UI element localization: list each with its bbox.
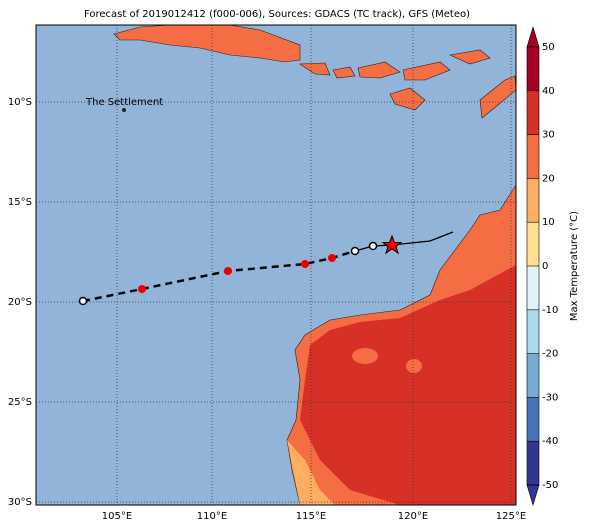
forecast-track: [82, 249, 356, 303]
colorbar-tick-label: 0: [542, 261, 548, 272]
lon-label: 125°E: [496, 511, 526, 522]
map: The Settlement: [35, 24, 517, 506]
land-islands: [299, 49, 517, 119]
colorbar-band: [527, 178, 539, 223]
colorbar-band: [527, 309, 539, 354]
colorbar-tick-label: 40: [542, 86, 555, 97]
colorbar: Max Temperature (°C) 50 40 30 20 10 0 -10 -20 -3…: [526, 25, 580, 507]
island-dot: [122, 108, 126, 112]
colorbar-band: [527, 266, 539, 310]
lon-label: 110°E: [197, 511, 227, 522]
cyclone-symbols: [78, 241, 378, 306]
lat-label: 25°S: [8, 397, 32, 408]
colorbar-tick-label: -40: [542, 436, 558, 447]
cool-patch: [406, 359, 422, 373]
lat-label: 15°S: [8, 197, 32, 208]
colorbar-label: Max Temperature (°C): [569, 211, 580, 321]
lat-label: 30°S: [8, 497, 32, 508]
current-position: [381, 234, 403, 255]
colorbar-band: [527, 397, 539, 442]
colorbar-band: [527, 441, 539, 485]
colorbar-tick-label: -10: [542, 305, 558, 316]
colorbar-tick-label: -30: [542, 392, 558, 403]
lon-label: 115°E: [296, 511, 326, 522]
colorbar-tick-label: 30: [542, 130, 555, 141]
grid: [36, 25, 516, 505]
hot-region: [300, 265, 516, 505]
colorbar-tick-label: -50: [542, 480, 558, 491]
colorbar-band: [527, 222, 539, 266]
lon-label: 105°E: [102, 511, 132, 522]
colorbar-tick-label: 20: [542, 173, 555, 184]
colorbar-band: [527, 353, 539, 398]
lat-label: 20°S: [8, 297, 32, 308]
lon-labels: 105°E 110°E 115°E 120°E 125°E: [102, 511, 526, 522]
cyclone-track: [78, 231, 454, 306]
title: Forecast of 2019012412 (f000-006), Sourc…: [84, 9, 470, 20]
colorbar-tick-label: 10: [542, 217, 555, 228]
colorbar-tick-label: -20: [542, 349, 558, 360]
lon-label: 120°E: [398, 511, 428, 522]
map-frame: [35, 24, 517, 506]
cool-patch: [352, 348, 378, 364]
lat-label: 10°S: [8, 97, 32, 108]
lat-labels: 10°S 15°S 20°S 25°S 30°S: [8, 97, 32, 508]
place-label: The Settlement: [85, 97, 163, 108]
forecast-points: [138, 254, 336, 293]
colorbar-band: [527, 90, 539, 135]
colorbar-band: [527, 134, 539, 179]
colorbar-band: [527, 47, 539, 91]
colorbar-tick-label: 50: [542, 42, 555, 53]
